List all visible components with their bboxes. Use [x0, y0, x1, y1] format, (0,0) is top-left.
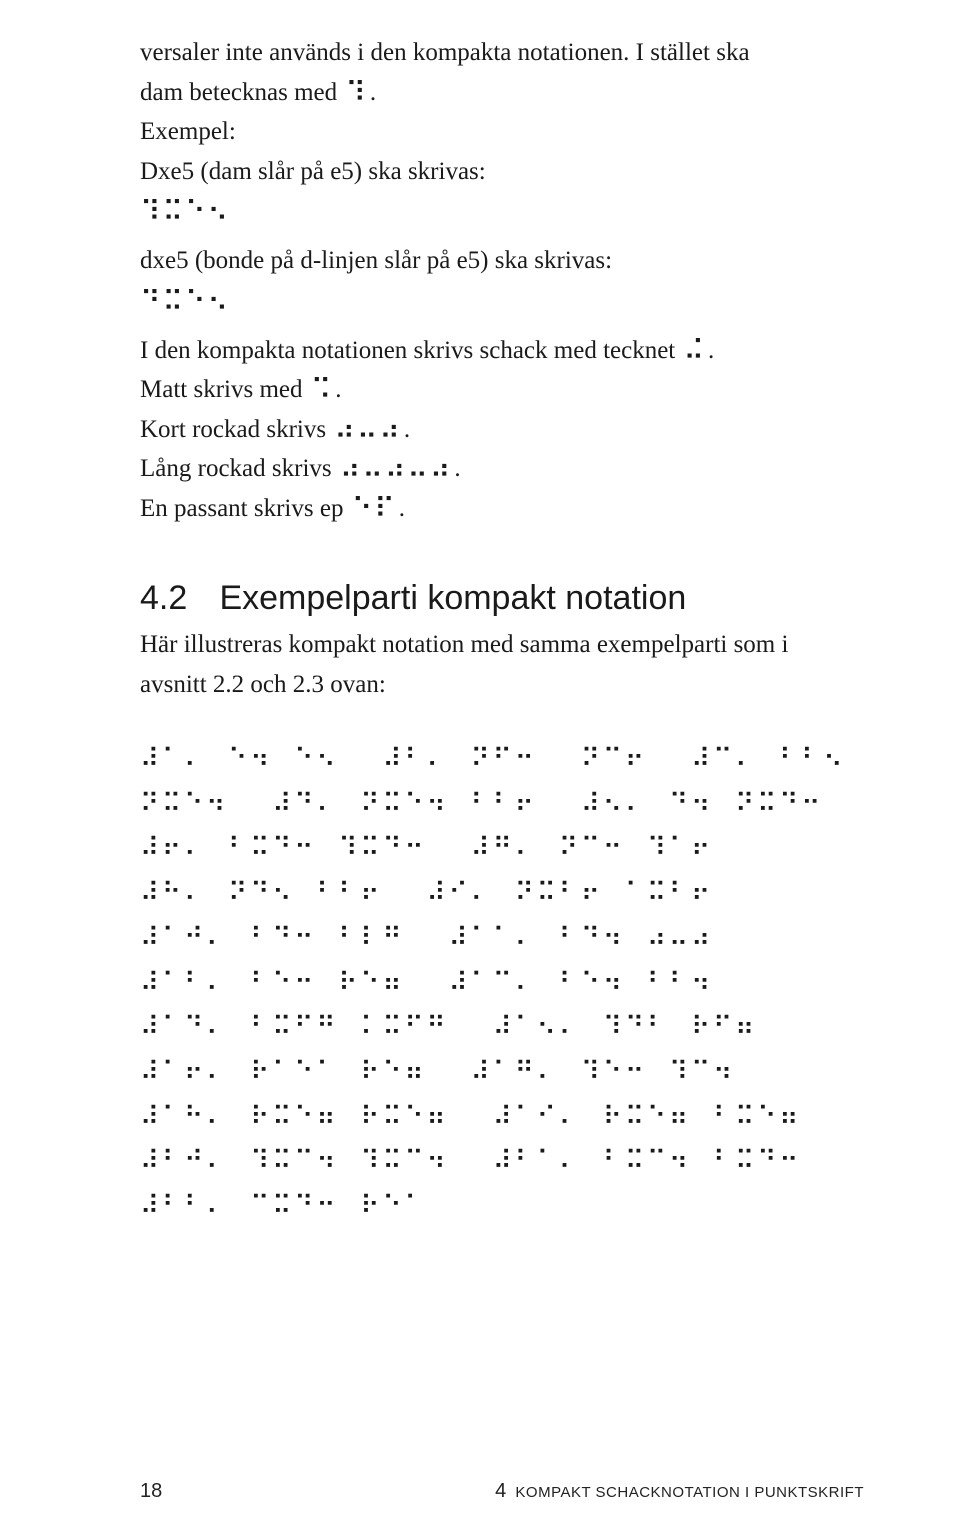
chapter-title: KOMPAKT SCHACKNOTATION I PUNKTSKRIFT: [515, 1484, 864, 1501]
rule-lang-rockad-suffix: .: [454, 455, 460, 482]
intro-line-2-prefix: dam betecknas med: [140, 79, 343, 106]
braille-kort-rockad: ⠴⠤⠴: [332, 413, 404, 446]
section-number: 4.2: [140, 579, 210, 618]
page-number: 18: [140, 1480, 162, 1503]
rule-lang-rockad-prefix: Lång rockad skrivs: [140, 455, 338, 482]
section-body-line-1: Här illustreras kompakt notation med sam…: [140, 628, 864, 662]
braille-matt: ⠩: [309, 373, 336, 406]
page-container: versaler inte används i den kompakta not…: [0, 0, 960, 1531]
rule-lang-rockad: Lång rockad skrivs ⠴⠤⠴⠤⠴.: [140, 452, 864, 486]
example-lead: Exempel:: [140, 115, 864, 149]
intro-line-2-suffix: .: [370, 79, 376, 106]
rule-matt-suffix: .: [335, 376, 341, 403]
rule-schack-prefix: I den kompakta notationen skrivs schack …: [140, 337, 682, 364]
braille-game-row: ⠼⠁⠄⠀⠑⠲⠀⠑⠢⠀⠀⠼⠃⠄⠀⠝⠋⠒⠀⠀⠝⠉⠖⠀⠀⠼⠉⠄⠀⠃⠃⠢⠀⠀⠀: [140, 737, 864, 782]
chapter-number: 4: [495, 1480, 507, 1502]
braille-game-row: ⠼⠁⠃⠄⠀⠃⠑⠒⠀⠗⠑⠶⠀⠀⠼⠁⠉⠄⠀⠃⠑⠲⠀⠃⠃⠲⠀⠀⠀⠀⠀⠀⠀: [140, 961, 864, 1006]
braille-game-row: ⠼⠁⠚⠄⠀⠃⠙⠒⠀⠃⠇⠛⠀⠀⠼⠁⠁⠄⠀⠃⠙⠲⠀⠴⠤⠴⠀⠀⠀⠀⠀⠀⠀: [140, 916, 864, 961]
rule-matt-prefix: Matt skrivs med: [140, 376, 309, 403]
braille-schack: ⠬: [682, 334, 709, 367]
rule-kort-rockad-prefix: Kort rockad skrivs: [140, 416, 332, 443]
braille-game-row: ⠼⠁⠙⠄⠀⠃⠭⠋⠛⠀⠅⠭⠋⠛⠀⠀⠼⠁⠢⠄⠀⠹⠙⠃⠀⠗⠋⠶⠀⠀⠀⠀⠀: [140, 1005, 864, 1050]
braille-dam-symbol: ⠹: [343, 76, 370, 109]
braille-game-row: ⠝⠭⠑⠲⠀⠀⠼⠙⠄⠀⠝⠭⠑⠲⠀⠃⠃⠖⠀⠀⠼⠢⠄⠀⠙⠲⠀⠝⠭⠙⠒⠀⠀: [140, 782, 864, 827]
intro-line-1: versaler inte används i den kompakta not…: [140, 36, 864, 70]
rule-matt: Matt skrivs med ⠩.: [140, 373, 864, 407]
example1-braille: ⠹⠭⠑⠢: [140, 198, 864, 226]
rule-schack: I den kompakta notationen skrivs schack …: [140, 334, 864, 368]
section-heading: 4.2 Exempelparti kompakt notation: [140, 579, 864, 618]
chapter-label: 4 KOMPAKT SCHACKNOTATION I PUNKTSKRIFT: [495, 1480, 864, 1503]
braille-en-passant: ⠑⠏: [350, 492, 399, 525]
example2-text: dxe5 (bonde på d-linjen slår på e5) ska …: [140, 244, 864, 278]
section-body-line-2: avsnitt 2.2 och 2.3 ovan:: [140, 668, 864, 702]
braille-game-row: ⠼⠖⠄⠀⠃⠭⠙⠒⠀⠹⠭⠙⠒⠀⠀⠼⠛⠄⠀⠝⠉⠒⠀⠹⠁⠖⠀⠀⠀⠀⠀⠀⠀⠀: [140, 826, 864, 871]
rule-en-passant-suffix: .: [399, 495, 405, 522]
braille-game-row: ⠼⠃⠃⠄⠀⠉⠭⠙⠒⠀⠗⠑⠁⠀⠀⠀⠀⠀⠀⠀⠀⠀⠀⠀⠀⠀⠀⠀⠀⠀⠀⠀⠀⠀: [140, 1184, 864, 1229]
braille-game-row: ⠼⠃⠚⠄⠀⠹⠭⠉⠲⠀⠹⠭⠉⠲⠀⠀⠼⠃⠁⠄⠀⠃⠭⠉⠲⠀⠃⠭⠙⠒⠀⠀⠀: [140, 1139, 864, 1184]
rule-schack-suffix: .: [708, 337, 714, 364]
rule-kort-rockad-suffix: .: [404, 416, 410, 443]
example2-braille: ⠙⠭⠑⠢: [140, 288, 864, 316]
example1-text: Dxe5 (dam slår på e5) ska skrivas:: [140, 155, 864, 189]
braille-game-row: ⠼⠁⠖⠄⠀⠗⠁⠑⠁⠀⠗⠑⠶⠀⠀⠼⠁⠛⠄⠀⠹⠑⠒⠀⠹⠉⠲⠀⠀⠀⠀⠀⠀: [140, 1050, 864, 1095]
rule-en-passant-prefix: En passant skrivs ep: [140, 495, 350, 522]
page-footer: 18 4 KOMPAKT SCHACKNOTATION I PUNKTSKRIF…: [0, 1480, 960, 1503]
braille-lang-rockad: ⠴⠤⠴⠤⠴: [338, 452, 455, 485]
intro-line-2: dam betecknas med ⠹.: [140, 76, 864, 110]
braille-game-block: ⠼⠁⠄⠀⠑⠲⠀⠑⠢⠀⠀⠼⠃⠄⠀⠝⠋⠒⠀⠀⠝⠉⠖⠀⠀⠼⠉⠄⠀⠃⠃⠢⠀⠀⠀ ⠝⠭⠑⠲…: [140, 737, 864, 1229]
rule-kort-rockad: Kort rockad skrivs ⠴⠤⠴.: [140, 413, 864, 447]
rule-en-passant: En passant skrivs ep ⠑⠏.: [140, 492, 864, 526]
section-title: Exempelparti kompakt notation: [219, 579, 686, 617]
braille-game-row: ⠼⠁⠓⠄⠀⠗⠭⠑⠶⠀⠗⠭⠑⠶⠀⠀⠼⠁⠊⠄⠀⠗⠭⠑⠶⠀⠃⠭⠑⠶⠀⠀⠀: [140, 1095, 864, 1140]
braille-game-row: ⠼⠓⠄⠀⠝⠙⠢⠀⠃⠃⠖⠀⠀⠼⠊⠄⠀⠝⠭⠃⠖⠀⠁⠭⠃⠖⠀⠀⠀⠀⠀⠀⠀: [140, 871, 864, 916]
